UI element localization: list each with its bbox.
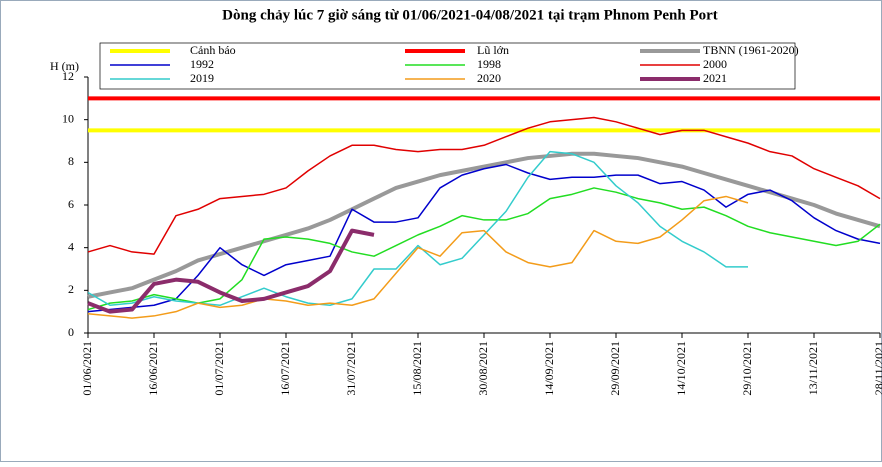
legend-label: TBNN (1961-2020): [703, 43, 799, 57]
x-tick-label: 29/09/2021: [608, 341, 622, 396]
y-tick-label: 2: [68, 282, 74, 296]
x-tick-label: 28/11/2021: [872, 341, 882, 395]
legend-label: 2000: [703, 57, 727, 71]
x-tick-label: 01/07/2021: [212, 341, 226, 396]
x-tick-label: 15/08/2021: [410, 341, 424, 396]
y-tick-label: 10: [62, 111, 74, 125]
legend-label: Lũ lớn: [477, 43, 509, 57]
series-line: [87, 116, 881, 255]
x-tick-label: 14/09/2021: [542, 341, 556, 396]
x-tick-label: 30/08/2021: [476, 341, 490, 396]
legend-label: 2020: [477, 71, 501, 85]
series-line: [87, 195, 749, 319]
series-line: [87, 228, 375, 314]
series-line: [87, 187, 881, 311]
x-tick-label: 14/10/2021: [674, 341, 688, 396]
series-line: [87, 163, 881, 313]
x-tick-label: 16/07/2021: [278, 341, 292, 396]
x-tick-label: 31/07/2021: [344, 341, 358, 396]
x-tick-label: 01/06/2021: [80, 341, 94, 396]
y-tick-label: 6: [68, 197, 74, 211]
legend-label: Cảnh báo: [190, 43, 236, 57]
y-axis-label: H (m): [50, 59, 79, 73]
y-tick-label: 8: [68, 154, 74, 168]
chart-title: Dòng chảy lúc 7 giờ sáng từ 01/06/2021-0…: [222, 7, 718, 23]
y-tick-label: 0: [68, 325, 74, 339]
legend-label: 2019: [190, 71, 214, 85]
series-line: [87, 151, 881, 299]
y-tick-label: 12: [62, 69, 74, 83]
x-tick-label: 13/11/2021: [806, 341, 820, 395]
y-tick-label: 4: [68, 239, 74, 253]
x-tick-label: 16/06/2021: [146, 341, 160, 396]
legend-label: 1992: [190, 57, 214, 71]
x-tick-label: 29/10/2021: [740, 341, 754, 396]
legend-label: 2021: [703, 71, 727, 85]
legend-label: 1998: [477, 57, 501, 71]
